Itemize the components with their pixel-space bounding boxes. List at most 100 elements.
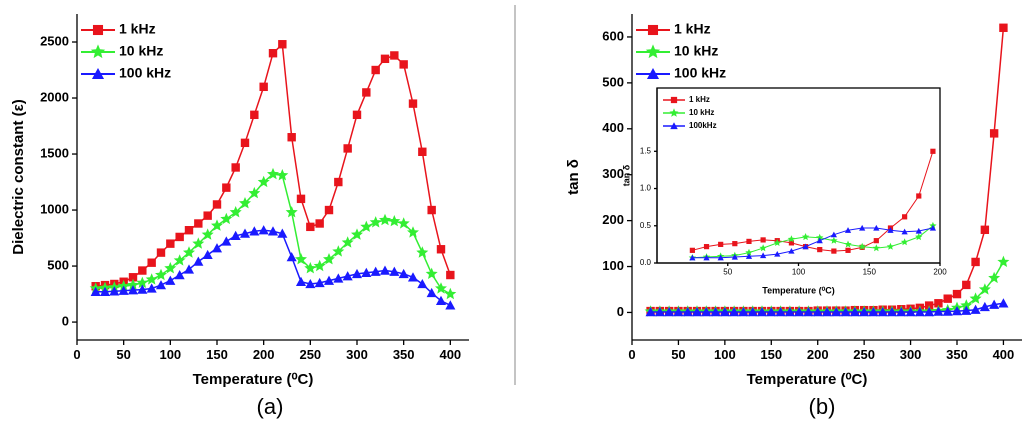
marker [286, 252, 297, 262]
marker [109, 286, 120, 296]
legend-marker [646, 67, 660, 80]
marker [900, 238, 909, 246]
marker [989, 299, 1000, 309]
marker [203, 211, 212, 220]
x-tick-label: 200 [807, 347, 829, 362]
x-tick-label: 100 [792, 268, 806, 277]
marker [794, 306, 805, 317]
marker [407, 226, 419, 238]
panel-label: (b) [809, 394, 836, 419]
marker [844, 240, 852, 248]
marker [830, 231, 837, 238]
marker [664, 306, 675, 317]
marker [147, 258, 156, 267]
marker [914, 306, 925, 317]
marker [417, 278, 428, 289]
marker [999, 23, 1008, 32]
marker [295, 276, 307, 286]
marker [682, 306, 693, 317]
marker [929, 224, 937, 231]
marker [175, 232, 184, 242]
legend-label: 1 kHz [119, 21, 156, 37]
legend-label: 100 kHz [674, 65, 726, 81]
marker [802, 243, 809, 250]
legend-label: 1 kHz [674, 21, 711, 37]
legend-marker [90, 44, 106, 59]
marker [873, 238, 879, 244]
marker [296, 194, 306, 204]
marker [323, 253, 335, 265]
marker [446, 270, 455, 280]
marker [212, 200, 222, 209]
marker [717, 254, 724, 261]
marker [435, 282, 447, 294]
marker [924, 306, 935, 317]
y-tick-label: 1000 [40, 201, 69, 216]
marker [436, 245, 446, 254]
marker [222, 183, 231, 192]
marker [117, 279, 130, 292]
marker [155, 268, 167, 281]
marker [816, 237, 823, 244]
marker [654, 306, 665, 317]
marker [258, 225, 269, 235]
marker [343, 144, 352, 153]
series-line [692, 227, 934, 259]
marker [886, 242, 895, 250]
marker [426, 287, 437, 298]
marker [360, 220, 373, 232]
legend-label: 10 kHz [689, 108, 714, 117]
marker [934, 299, 943, 308]
marker [760, 252, 767, 259]
marker [933, 306, 944, 316]
marker [285, 206, 298, 218]
x-tick-label: 0 [628, 347, 635, 362]
marker [250, 110, 259, 120]
marker [418, 147, 427, 156]
marker [759, 244, 767, 252]
marker [960, 299, 973, 311]
marker [183, 264, 195, 274]
marker [389, 266, 400, 276]
marker [341, 236, 354, 248]
x-tick-label: 50 [723, 268, 732, 277]
marker [304, 262, 317, 274]
marker [760, 237, 766, 243]
marker [90, 286, 101, 297]
marker [915, 227, 922, 234]
marker [766, 306, 777, 317]
y-axis-label: tan δ [565, 159, 582, 195]
x-tick-label: 350 [946, 347, 968, 362]
marker [407, 272, 419, 282]
marker [202, 249, 213, 260]
marker [989, 129, 999, 138]
marker [886, 306, 898, 317]
marker [324, 205, 334, 215]
marker [362, 88, 371, 97]
marker [887, 227, 894, 233]
y-tick-label: 1.5 [640, 146, 652, 155]
marker [145, 273, 158, 285]
marker [369, 216, 382, 228]
marker [230, 230, 241, 241]
marker [332, 245, 345, 257]
marker [173, 254, 186, 266]
marker [746, 238, 752, 245]
marker [333, 273, 344, 283]
y-tick-label: 0.5 [640, 221, 652, 230]
y-axis-label: tan δ [621, 164, 631, 186]
marker [915, 233, 923, 241]
marker [971, 257, 980, 267]
marker [830, 236, 838, 244]
legend-label: 100 kHz [119, 65, 171, 81]
x-tick-label: 200 [933, 268, 947, 277]
marker [342, 271, 353, 281]
marker [257, 175, 270, 188]
marker [267, 226, 279, 236]
legend-marker [91, 67, 105, 80]
y-tick-label: 500 [47, 257, 69, 272]
legend-label: 1 kHz [689, 95, 710, 104]
marker [775, 306, 786, 317]
x-axis-label: Temperature (⁰C) [193, 371, 314, 388]
marker [313, 259, 326, 272]
